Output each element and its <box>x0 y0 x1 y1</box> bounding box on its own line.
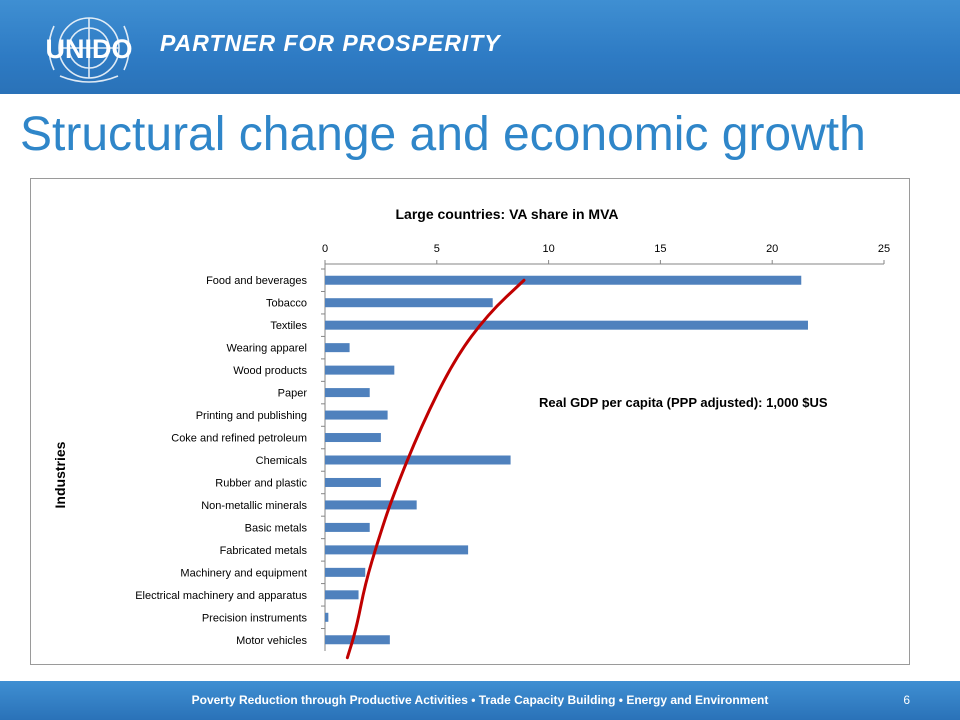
bar <box>325 545 469 555</box>
x-tick-label: 5 <box>434 243 440 255</box>
bar <box>325 522 370 532</box>
category-label: Motor vehicles <box>236 635 307 647</box>
x-tick-label: 20 <box>766 243 778 255</box>
bar-chart: Large countries: VA share in MVA Industr… <box>52 206 890 660</box>
bar <box>325 275 802 285</box>
header-banner: UNIDO PARTNER FOR PROSPERITY <box>0 0 960 94</box>
category-label: Coke and refined petroleum <box>171 433 307 445</box>
bar <box>325 635 390 645</box>
category-label: Paper <box>278 388 308 400</box>
gdp-curve <box>345 278 526 660</box>
x-tick-label: 15 <box>654 243 666 255</box>
footer-banner: Poverty Reduction through Productive Act… <box>0 681 960 720</box>
category-label: Rubber and plastic <box>215 477 307 489</box>
category-label: Printing and publishing <box>196 410 307 422</box>
x-tick-label: 10 <box>542 243 554 255</box>
gdp-annotation: Real GDP per capita (PPP adjusted): 1,00… <box>539 395 828 410</box>
y-axis-label: Industries <box>52 441 68 508</box>
bar <box>325 410 388 420</box>
category-label: Machinery and equipment <box>180 567 307 579</box>
bar <box>325 455 511 465</box>
logo-text: UNIDO <box>46 34 133 64</box>
category-label: Tobacco <box>266 298 307 310</box>
unido-emblem-icon: UNIDO <box>46 17 133 83</box>
category-label: Precision instruments <box>202 612 308 624</box>
chart-title: Large countries: VA share in MVA <box>395 206 618 222</box>
page-number: 6 <box>903 693 910 707</box>
bar <box>325 500 417 510</box>
bar <box>325 343 350 353</box>
bar <box>325 320 808 330</box>
bar <box>325 567 366 577</box>
category-label: Non-metallic minerals <box>201 500 307 512</box>
x-tick-label: 0 <box>322 243 328 255</box>
bar <box>325 298 493 308</box>
category-label: Fabricated metals <box>220 545 308 557</box>
category-label: Food and beverages <box>206 275 307 287</box>
bar <box>325 433 381 443</box>
page-title: Structural change and economic growth <box>20 108 866 161</box>
bar <box>325 590 359 600</box>
category-label: Electrical machinery and apparatus <box>135 590 307 602</box>
footer-text: Poverty Reduction through Productive Act… <box>191 693 769 707</box>
bar <box>325 477 381 487</box>
category-label: Wood products <box>233 365 307 377</box>
x-tick-label: 25 <box>878 243 890 255</box>
tagline: PARTNER FOR PROSPERITY <box>160 30 501 56</box>
category-label: Chemicals <box>256 455 308 467</box>
bar <box>325 612 329 622</box>
category-label: Textiles <box>270 320 307 332</box>
category-label: Wearing apparel <box>226 343 307 355</box>
chart-frame: Large countries: VA share in MVA Industr… <box>30 178 910 665</box>
bar <box>325 365 395 375</box>
bar <box>325 388 370 398</box>
category-label: Basic metals <box>245 522 308 534</box>
